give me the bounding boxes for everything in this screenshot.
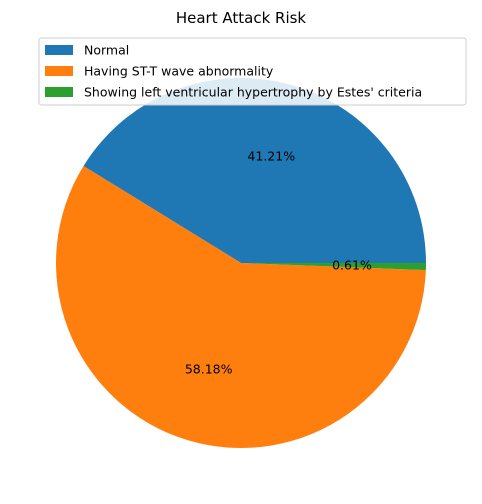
- pie-slice-3: [241, 263, 426, 271]
- legend-label-1: Normal: [84, 43, 129, 58]
- chart-title: Heart Attack Risk: [176, 9, 307, 27]
- legend-label-2: Having ST-T wave abnormality: [84, 64, 274, 79]
- legend-swatch-3: [45, 87, 73, 97]
- legend-swatch-2: [45, 66, 73, 76]
- pie-slice-2: [56, 165, 426, 448]
- slice-percent-label-2: 58.18%: [185, 362, 233, 377]
- percent-labels: 41.21% 58.18% 0.61%: [185, 149, 372, 377]
- slice-percent-label-3: 0.61%: [332, 258, 372, 273]
- pie-slices: [56, 77, 426, 448]
- slice-percent-label-1: 41.21%: [247, 149, 295, 164]
- legend-frame: [38, 37, 467, 106]
- legend-swatch-1: [45, 45, 73, 55]
- legend-label-3: Showing left ventricular hypertrophy by …: [84, 85, 422, 100]
- pie-slice-1: [83, 77, 426, 263]
- legend: Normal Having ST-T wave abnormality Showin…: [38, 37, 467, 106]
